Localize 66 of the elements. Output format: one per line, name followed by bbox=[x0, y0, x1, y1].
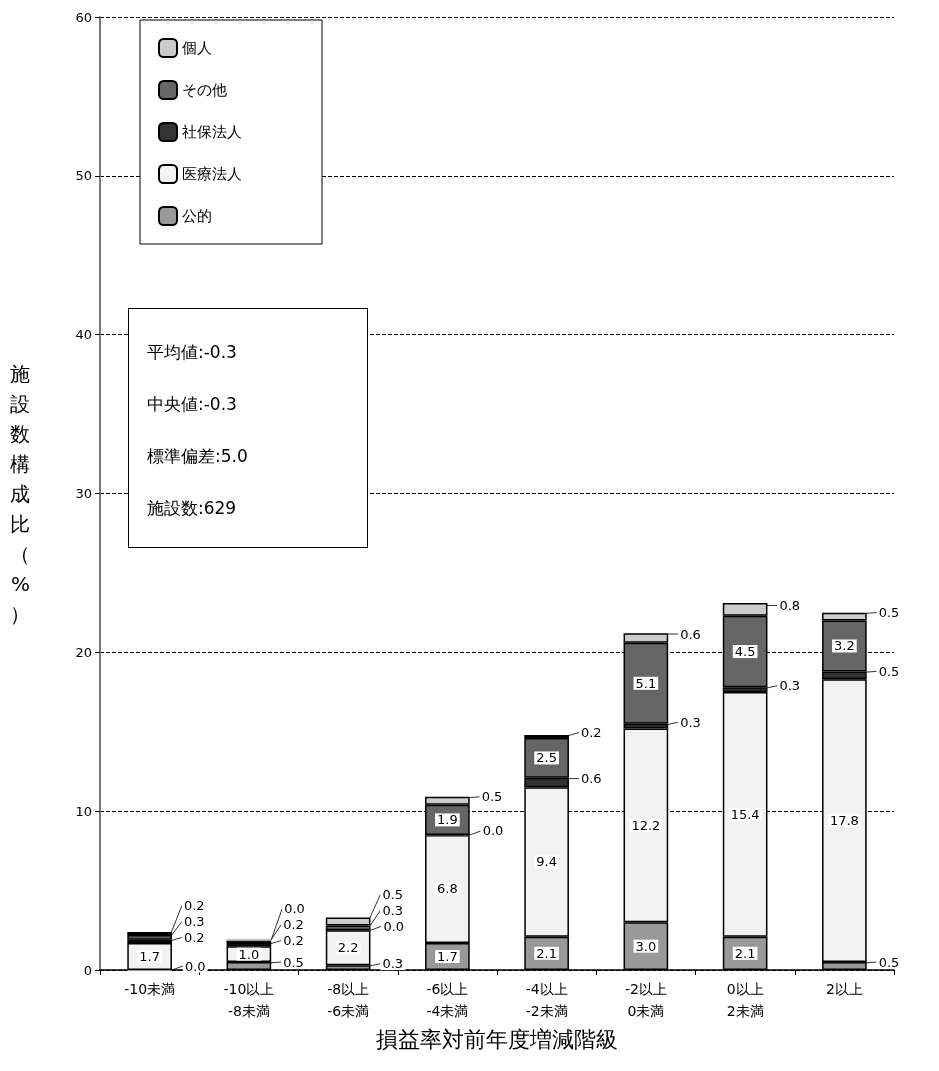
x-axis-title: 損益率対前年度増減階級 bbox=[376, 1026, 618, 1052]
data-label: 2.1 bbox=[734, 945, 756, 961]
data-label: 9.4 bbox=[536, 854, 557, 870]
data-label: 1.9 bbox=[437, 812, 458, 828]
data-label: 0.3 bbox=[680, 714, 701, 730]
y-tick-label: 0 bbox=[83, 962, 92, 978]
legend-label: 医療法人 bbox=[182, 165, 242, 183]
data-label: 0.5 bbox=[382, 886, 404, 902]
y-tick-label: 30 bbox=[75, 486, 92, 501]
data-label: 0.5 bbox=[878, 663, 900, 679]
data-label: 15.4 bbox=[730, 806, 760, 822]
data-label: 17.8 bbox=[829, 813, 859, 829]
data-label: 4.5 bbox=[734, 644, 756, 660]
data-label: 2.5 bbox=[536, 750, 557, 766]
x-tick-label: -4以上 -2未満 bbox=[525, 981, 568, 1019]
y-tick-label: 20 bbox=[75, 644, 92, 660]
legend-label: 公的 bbox=[182, 207, 212, 225]
y-tick-label: 40 bbox=[75, 327, 92, 343]
y-tick-label: 50 bbox=[75, 168, 92, 184]
data-label: 2.1 bbox=[536, 945, 557, 961]
annotation: 平均値:-0.3 bbox=[147, 341, 238, 364]
annotation: 施設数:629 bbox=[147, 497, 238, 520]
data-label: 0.2 bbox=[580, 725, 602, 741]
data-label: 3.0 bbox=[635, 938, 657, 954]
data-label: 0.2 bbox=[283, 917, 304, 933]
legend-label: 個人 bbox=[182, 39, 212, 57]
y-tick-label: 60 bbox=[75, 9, 92, 25]
data-label: 0.0 bbox=[284, 901, 305, 917]
data-label: 0.8 bbox=[779, 597, 801, 613]
data-label: 5.1 bbox=[635, 675, 657, 691]
x-tick-label: -10以上 -8未満 bbox=[223, 981, 275, 1019]
annotation: 標準偏差:5.0 bbox=[147, 445, 249, 468]
data-label: 6.8 bbox=[437, 881, 458, 897]
data-label: 0.0 bbox=[184, 958, 206, 974]
text: 施設数構成比（%） bbox=[10, 361, 30, 626]
data-label: 12.2 bbox=[631, 817, 661, 833]
data-label: 0.0 bbox=[383, 918, 405, 934]
legend-label: その他 bbox=[182, 81, 227, 99]
data-label: 0.3 bbox=[779, 678, 801, 694]
data-label: 0.5 bbox=[878, 954, 900, 970]
data-label: 0.2 bbox=[283, 933, 304, 949]
data-label: 0.2 bbox=[183, 929, 205, 945]
annotation: 中央値:-0.3 bbox=[147, 393, 238, 416]
x-tick-label: 0以上 2未満 bbox=[726, 981, 764, 1019]
data-label: 0.5 bbox=[481, 789, 503, 805]
x-tick-label: -10未満 bbox=[124, 981, 176, 997]
data-label: 0.2 bbox=[183, 897, 205, 913]
data-label: 1.7 bbox=[437, 949, 458, 964]
legend-label: 社保法人 bbox=[182, 123, 242, 141]
y-tick-label: 10 bbox=[75, 803, 92, 819]
data-label: 0.3 bbox=[382, 902, 404, 918]
data-label: 1.0 bbox=[238, 946, 260, 962]
data-label: 0.6 bbox=[680, 626, 701, 642]
data-label: 1.7 bbox=[139, 949, 160, 964]
x-tick-label: -8以上 -6未満 bbox=[327, 981, 370, 1019]
data-label: 0.0 bbox=[482, 823, 504, 839]
data-label: 0.3 bbox=[382, 956, 404, 972]
data-label: 0.5 bbox=[878, 605, 900, 621]
data-label: 3.2 bbox=[834, 638, 855, 654]
data-label: 0.3 bbox=[183, 913, 205, 929]
x-tick-label: -6以上 -4未満 bbox=[426, 981, 469, 1019]
data-label: 0.5 bbox=[283, 954, 304, 970]
data-label: 2.2 bbox=[337, 940, 359, 956]
x-tick-label: -2以上 0未満 bbox=[624, 981, 667, 1019]
data-label: 0.6 bbox=[580, 771, 602, 787]
x-tick-label: 2以上 bbox=[825, 981, 863, 997]
